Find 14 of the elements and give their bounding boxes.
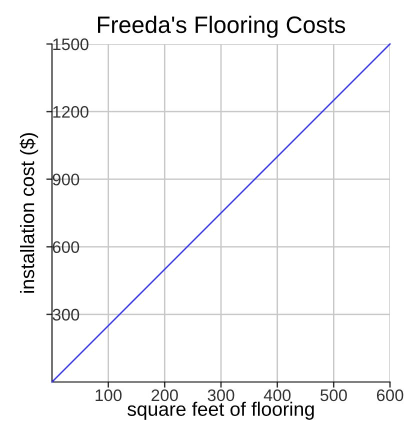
chart-title: Freeda's Flooring Costs [98, 16, 346, 38]
y-tick-label: 1500 [53, 38, 88, 50]
y-tick-label: 300 [52, 308, 80, 321]
y-axis-title: installation cost ($) [20, 133, 38, 293]
x-tick-label: 300 [208, 389, 234, 402]
x-tick-label: 600 [376, 389, 404, 402]
y-tick-label: 1200 [53, 106, 88, 118]
x-axis-title: square feet of flooring [128, 402, 314, 420]
x-tick-label: 100 [96, 389, 122, 402]
x-tick-label: 500 [320, 389, 347, 402]
x-tick-label: 200 [152, 389, 178, 402]
y-tick-label: 900 [52, 174, 80, 186]
x-tick-label: 400 [264, 389, 291, 402]
y-tick-label: 600 [52, 241, 80, 254]
